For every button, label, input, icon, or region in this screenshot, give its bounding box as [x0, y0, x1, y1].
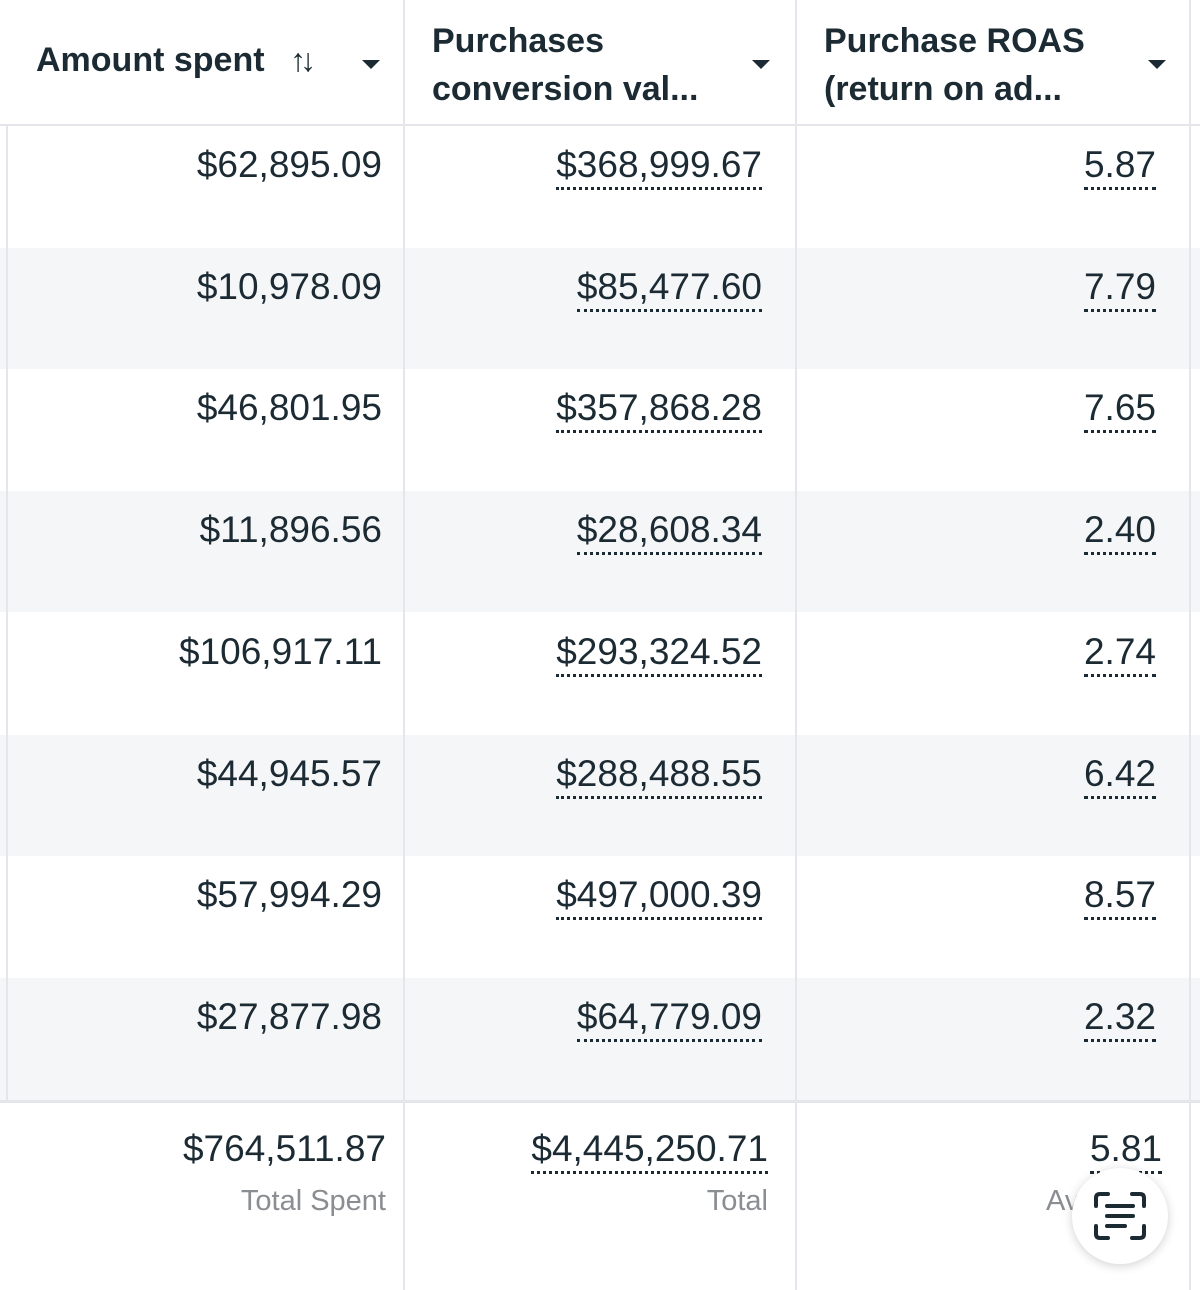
cell-purchase-roas[interactable]: 7.79 — [1083, 265, 1156, 312]
cell-purchase-roas[interactable]: 6.42 — [1083, 752, 1156, 799]
cell-purchases-value[interactable]: $357,868.28 — [556, 386, 762, 433]
column-header-purchases-value[interactable]: Purchases conversion val... — [404, 0, 796, 124]
caret-down-icon[interactable] — [1148, 60, 1166, 69]
text-scan-button[interactable] — [1072, 1168, 1168, 1264]
cell-purchases-value[interactable]: $293,324.52 — [556, 630, 762, 677]
cell-purchases-value[interactable]: $497,000.39 — [556, 873, 762, 920]
total-spent-label: Total Spent — [240, 1185, 386, 1217]
cell-purchase-roas[interactable]: 7.65 — [1083, 386, 1156, 433]
cell-purchases-value[interactable]: $368,999.67 — [556, 143, 762, 190]
total-amount-spent: $764,511.87 — [182, 1128, 386, 1169]
cell-purchase-roas[interactable]: 2.32 — [1083, 995, 1156, 1042]
caret-down-icon[interactable] — [752, 60, 770, 69]
column-header-label: Purchase ROAS — [824, 22, 1085, 60]
cell-purchases-value[interactable]: $85,477.60 — [576, 265, 762, 312]
table-row[interactable]: $10,978.09 $85,477.60 7.79 — [0, 248, 1200, 369]
text-scan-icon — [1094, 1192, 1146, 1240]
cell-amount-spent: $57,994.29 — [196, 874, 382, 915]
cell-amount-spent: $62,895.09 — [196, 144, 382, 185]
cell-purchase-roas[interactable]: 5.87 — [1083, 143, 1156, 190]
cell-amount-spent: $11,896.56 — [199, 509, 382, 550]
column-divider — [403, 0, 405, 1290]
cell-purchase-roas[interactable]: 8.57 — [1083, 873, 1156, 920]
cell-amount-spent: $46,801.95 — [196, 387, 382, 428]
caret-down-icon[interactable] — [362, 60, 380, 69]
column-header-label: (return on ad... — [824, 70, 1062, 108]
cell-purchase-roas[interactable]: 2.40 — [1083, 508, 1156, 555]
column-header-label: Purchases — [432, 22, 604, 60]
cell-amount-spent: $106,917.11 — [178, 631, 382, 672]
table-row[interactable]: $11,896.56 $28,608.34 2.40 — [0, 491, 1200, 612]
table-row[interactable]: $62,895.09 $368,999.67 5.87 — [0, 126, 1200, 247]
cell-amount-spent: $27,877.98 — [196, 996, 382, 1037]
table-footer-totals: $764,511.87 Total Spent $4,445,250.71 To… — [0, 1100, 1200, 1290]
column-divider — [795, 0, 797, 1290]
cell-amount-spent: $44,945.57 — [196, 753, 382, 794]
table-row[interactable]: $106,917.11 $293,324.52 2.74 — [0, 613, 1200, 734]
cell-purchases-value[interactable]: $28,608.34 — [576, 508, 762, 555]
column-header-label: conversion val... — [432, 70, 699, 108]
cell-amount-spent: $10,978.09 — [196, 266, 382, 307]
table-row[interactable]: $46,801.95 $357,868.28 7.65 — [0, 369, 1200, 490]
sort-arrows-icon[interactable]: ↑↓ — [290, 42, 316, 78]
column-header-label: Amount spent — [36, 41, 265, 79]
column-header-amount-spent[interactable]: Amount spent ↑↓ — [0, 0, 404, 124]
average-roas[interactable]: 5.81 — [1089, 1127, 1162, 1174]
cell-purchases-value[interactable]: $64,779.09 — [576, 995, 762, 1042]
column-header-purchase-roas[interactable]: Purchase ROAS (return on ad... — [796, 0, 1200, 124]
total-label: Total — [706, 1185, 768, 1217]
table-row[interactable]: $44,945.57 $288,488.55 6.42 — [0, 735, 1200, 856]
table-row[interactable]: $27,877.98 $64,779.09 2.32 — [0, 978, 1200, 1100]
cell-purchase-roas[interactable]: 2.74 — [1083, 630, 1156, 677]
column-divider — [1189, 0, 1191, 1290]
total-purchases-value[interactable]: $4,445,250.71 — [531, 1127, 768, 1174]
table-row[interactable]: $57,994.29 $497,000.39 8.57 — [0, 856, 1200, 977]
table-header: Amount spent ↑↓ Purchases conversion val… — [0, 0, 1200, 126]
column-divider — [6, 126, 8, 1100]
cell-purchases-value[interactable]: $288,488.55 — [556, 752, 762, 799]
